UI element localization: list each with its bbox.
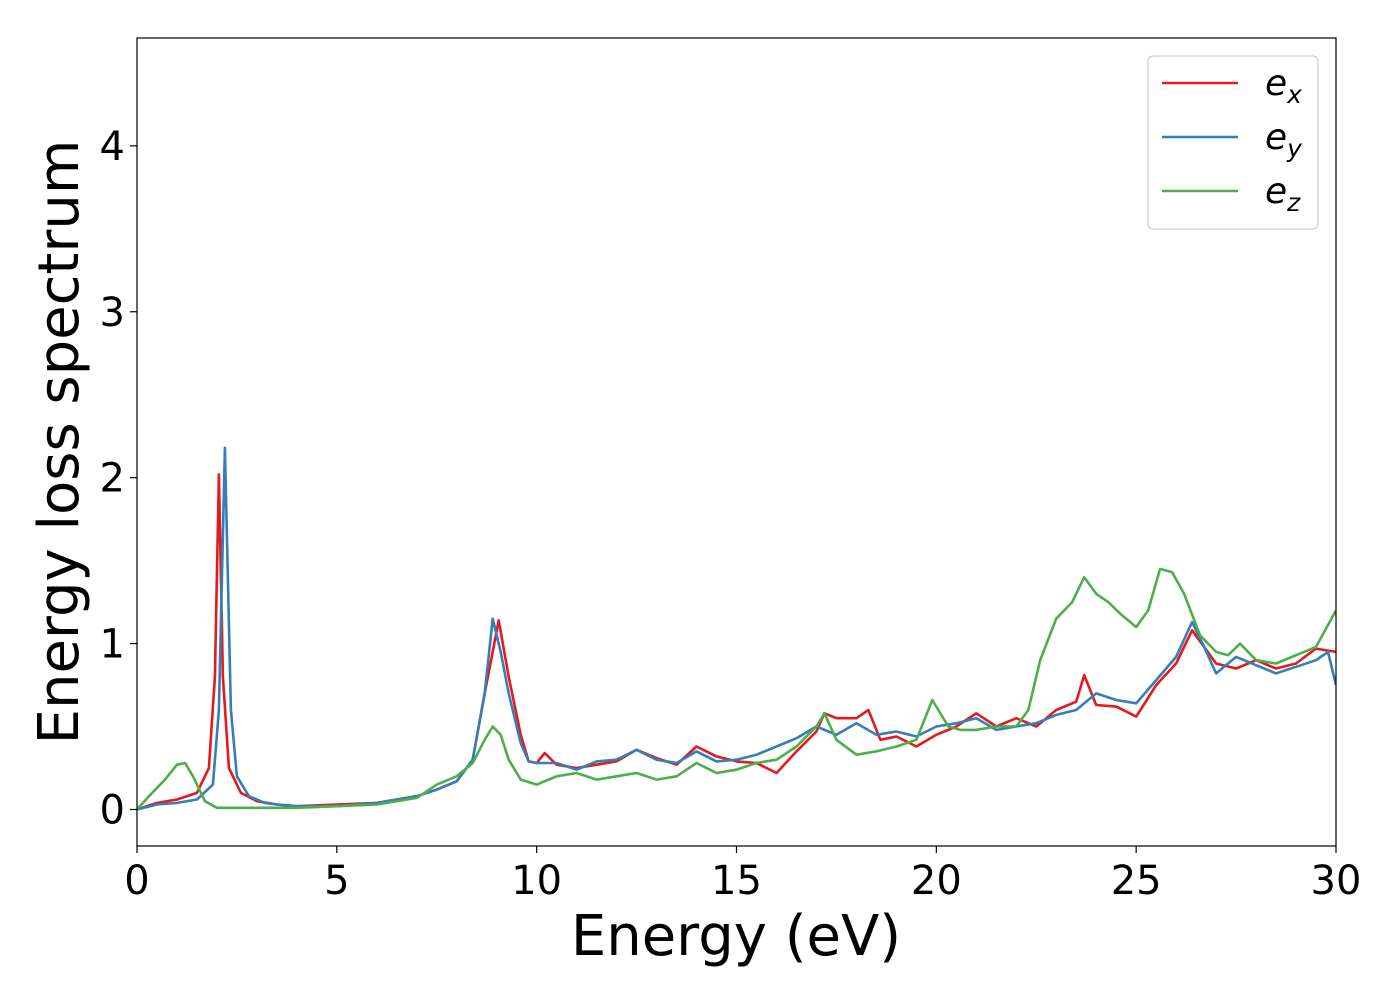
legend-label-base: e: [1265, 63, 1287, 104]
y-tick-label-3: 3: [100, 290, 125, 336]
y-tick-label-0: 0: [100, 787, 125, 833]
legend-label-subscript: x: [1286, 80, 1302, 109]
legend-label-ez: ez: [1265, 171, 1301, 217]
y-tick-label-2: 2: [100, 456, 125, 502]
legend-label-ey: ey: [1265, 117, 1303, 163]
series-layer: [137, 446, 1336, 811]
y-axis-title: Energy loss spectrum: [27, 140, 92, 745]
x-tick-label-30: 30: [1311, 858, 1362, 904]
y-axis: 0 1 2 3 4: [100, 124, 137, 833]
x-tick-label-10: 10: [511, 858, 562, 904]
x-tick-label-25: 25: [1111, 858, 1162, 904]
legend-box: [1147, 55, 1319, 230]
y-tick-label-1: 1: [100, 622, 125, 668]
series-line-ez: [137, 567, 1336, 811]
legend-label-base: e: [1265, 117, 1287, 158]
series-line-ey: [137, 446, 1336, 811]
x-tick-label-5: 5: [324, 858, 349, 904]
x-tick-label-20: 20: [911, 858, 962, 904]
legend-label-ex: ex: [1265, 63, 1302, 109]
x-tick-label-0: 0: [124, 858, 149, 904]
legend-label-base: e: [1265, 171, 1287, 212]
x-axis-title: Energy (eV): [571, 904, 901, 969]
legend-label-subscript: y: [1286, 134, 1303, 163]
x-axis: 0 5 10 15 20 25 30: [124, 846, 1361, 904]
x-tick-label-15: 15: [711, 858, 762, 904]
legend-label-subscript: z: [1286, 188, 1301, 217]
y-tick-label-4: 4: [100, 124, 125, 170]
